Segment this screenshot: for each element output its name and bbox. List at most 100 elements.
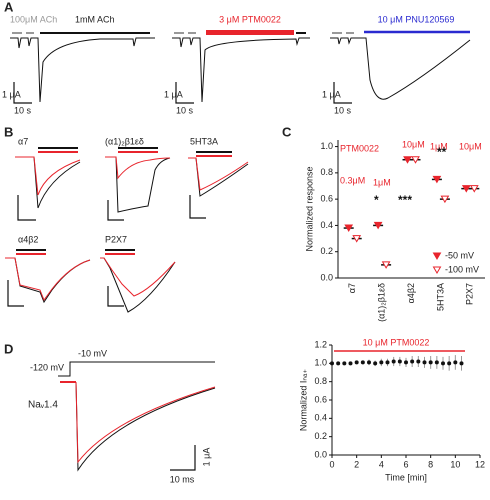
point bbox=[428, 360, 433, 365]
y-tick-label: 0.2 bbox=[320, 246, 333, 256]
point bbox=[416, 359, 421, 364]
annotation: 10 μM PTM0022 bbox=[363, 337, 430, 347]
panel-d-trace: -120 mV -10 mV Naᵥ1.4 1 μA 10 ms bbox=[28, 348, 216, 484]
scale-bar bbox=[175, 82, 194, 104]
annotation: *** bbox=[398, 193, 412, 207]
scale-label: 1 μA bbox=[2, 89, 21, 99]
panel-a: 100μM ACh 1mM ACh 3 μM PTM0022 10 μM PNU… bbox=[2, 14, 471, 115]
trace bbox=[15, 156, 81, 209]
trace-label: P2X7 bbox=[105, 234, 127, 244]
annotation: ** bbox=[437, 145, 447, 159]
point bbox=[447, 361, 452, 366]
y-tick-label: 0.0 bbox=[314, 449, 327, 459]
point bbox=[461, 185, 471, 193]
x-tick-label: α7 bbox=[347, 283, 357, 293]
scale-bar bbox=[333, 82, 352, 104]
x-tick-label: 4 bbox=[379, 459, 384, 469]
point bbox=[404, 360, 408, 365]
point bbox=[411, 156, 420, 164]
y-tick-label: 1.2 bbox=[314, 339, 327, 349]
annotation: 1μM bbox=[373, 177, 391, 187]
scale-label: 1 μA bbox=[201, 448, 211, 467]
panel-b: α7 (α1)₂β1εδ 5HT3A α4β2 P2X7 bbox=[5, 136, 249, 313]
scale-bar bbox=[107, 286, 124, 307]
scale-label: 1 μA bbox=[322, 89, 341, 99]
point bbox=[354, 360, 359, 365]
point bbox=[342, 361, 347, 366]
y-tick-label: 0.8 bbox=[320, 167, 333, 177]
trace bbox=[100, 257, 176, 313]
trace bbox=[75, 381, 216, 472]
point bbox=[367, 360, 371, 365]
annotation: 10μM bbox=[402, 139, 425, 149]
y-tick-label: 0.4 bbox=[314, 413, 327, 423]
y-tick-label: 1.0 bbox=[314, 358, 327, 368]
point bbox=[348, 361, 353, 366]
x-tick-label: 12 bbox=[475, 459, 485, 469]
voltage-label: -10 mV bbox=[78, 348, 107, 358]
scale-bar bbox=[13, 82, 32, 104]
application-label: 3 μM PTM0022 bbox=[219, 14, 281, 24]
x-tick-label: 8 bbox=[428, 459, 433, 469]
scale-bar bbox=[170, 445, 196, 471]
x-tick-label: P2X7 bbox=[465, 283, 475, 305]
trace bbox=[10, 37, 155, 103]
panel-label: A bbox=[4, 0, 14, 14]
x-tick-label: 0 bbox=[329, 459, 334, 469]
point bbox=[360, 360, 365, 365]
x-tick-label: 2 bbox=[354, 459, 359, 469]
point bbox=[330, 361, 334, 366]
point bbox=[397, 359, 402, 364]
trace bbox=[75, 381, 216, 464]
legend-marker bbox=[432, 266, 442, 274]
trace-label: (α1)₂β1εδ bbox=[105, 136, 144, 146]
scale-label: 10 ms bbox=[170, 474, 195, 484]
point bbox=[469, 185, 479, 193]
panel-label: B bbox=[4, 124, 13, 139]
x-tick-label: α4β2 bbox=[406, 283, 416, 303]
application-label: 1mM ACh bbox=[75, 14, 115, 24]
scale-bar bbox=[189, 195, 206, 219]
point bbox=[336, 361, 341, 366]
voltage-protocol bbox=[58, 361, 215, 377]
scale-label: 10 s bbox=[176, 105, 194, 115]
trace bbox=[188, 157, 249, 197]
scale-label: 10 s bbox=[334, 105, 352, 115]
trace bbox=[105, 156, 171, 213]
y-axis-label: Normalized response bbox=[304, 166, 314, 251]
point bbox=[410, 359, 415, 364]
trace-label: α7 bbox=[18, 136, 28, 146]
y-tick-label: 0.6 bbox=[314, 394, 327, 404]
application-label: 100μM ACh bbox=[10, 14, 57, 24]
legend-label: -100 mV bbox=[445, 264, 479, 274]
voltage-label: -120 mV bbox=[30, 362, 64, 372]
panel-label: C bbox=[282, 124, 292, 139]
trace bbox=[5, 257, 91, 302]
channel-label: Naᵥ1.4 bbox=[28, 400, 58, 411]
point bbox=[432, 175, 442, 184]
scale-bar bbox=[107, 200, 124, 221]
point bbox=[434, 360, 439, 365]
application-label: 10 μM PNU120569 bbox=[378, 14, 455, 24]
x-tick-label: 6 bbox=[403, 459, 408, 469]
y-tick-label: 1.0 bbox=[320, 141, 333, 151]
trace-label: α4β2 bbox=[18, 234, 38, 244]
trace bbox=[105, 156, 171, 180]
application-bars bbox=[12, 30, 470, 35]
trace bbox=[172, 37, 310, 103]
trace bbox=[188, 157, 249, 191]
y-tick-label: 0.8 bbox=[314, 376, 327, 386]
point bbox=[440, 195, 450, 204]
panel-label: D bbox=[4, 341, 13, 356]
trace bbox=[15, 156, 81, 196]
trace bbox=[100, 257, 176, 297]
point bbox=[391, 359, 396, 364]
y-axis-label: Normalized Iₙₐ₊ bbox=[298, 369, 308, 431]
annotation: 10μM bbox=[459, 141, 482, 151]
legend-marker bbox=[432, 252, 442, 260]
scale-bar bbox=[7, 280, 24, 307]
point bbox=[459, 361, 464, 366]
annotation: 1μM bbox=[430, 141, 448, 151]
x-axis-label: Time [min] bbox=[385, 472, 427, 482]
